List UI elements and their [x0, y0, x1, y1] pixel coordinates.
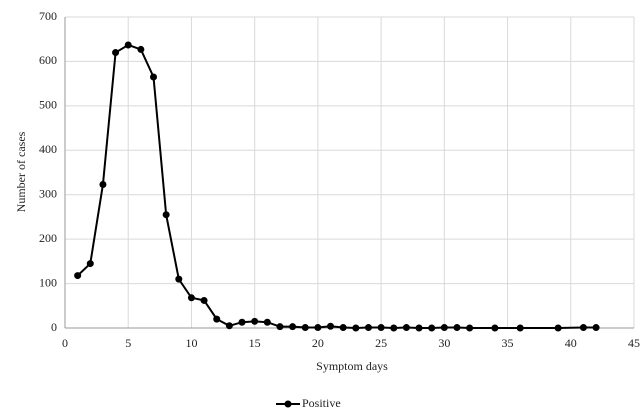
x-tick-label: 15 — [249, 336, 261, 350]
data-point — [86, 260, 94, 268]
data-point — [352, 324, 360, 332]
data-point — [453, 324, 461, 332]
x-tick-label: 45 — [628, 336, 640, 350]
data-point — [263, 318, 271, 326]
data-point — [251, 317, 259, 325]
y-axis-label: Number of cases — [14, 131, 28, 212]
data-point — [200, 296, 208, 304]
data-point — [327, 322, 335, 330]
legend-label: Positive — [302, 396, 341, 410]
data-line — [76, 43, 597, 330]
y-tick-label: 400 — [39, 142, 57, 156]
y-tick-label: 600 — [39, 53, 57, 67]
data-point — [339, 324, 347, 332]
data-point — [554, 324, 562, 332]
x-tick-label: 5 — [125, 336, 131, 350]
data-point — [150, 73, 158, 81]
x-tick-label: 10 — [185, 336, 197, 350]
data-point — [301, 324, 309, 332]
x-tick-label: 30 — [438, 336, 450, 350]
x-tick-label: 0 — [62, 336, 68, 350]
data-point — [377, 324, 385, 332]
data-point — [402, 324, 410, 332]
legend-marker — [284, 400, 292, 408]
data-point — [466, 324, 474, 332]
data-point — [213, 315, 221, 323]
data-point — [314, 324, 322, 332]
y-tick-label: 0 — [51, 320, 57, 334]
data-point — [415, 324, 423, 332]
x-axis-label: Symptom days — [316, 359, 388, 373]
data-point — [225, 322, 233, 330]
data-point — [74, 272, 82, 280]
data-point — [428, 324, 436, 332]
x-tick-label: 40 — [565, 336, 577, 350]
data-point — [390, 324, 398, 332]
y-tick-label: 500 — [39, 98, 57, 112]
y-tick-label: 300 — [39, 186, 57, 200]
data-point — [516, 324, 524, 332]
data-point — [364, 324, 372, 332]
data-point — [112, 49, 120, 57]
data-point — [238, 318, 246, 326]
data-point — [137, 45, 145, 53]
x-tick-label: 35 — [502, 336, 514, 350]
data-point — [289, 323, 297, 331]
data-point — [162, 211, 170, 219]
x-tick-label: 20 — [312, 336, 324, 350]
data-point — [175, 275, 183, 283]
data-point — [579, 324, 587, 332]
data-point — [99, 180, 107, 188]
data-point — [592, 324, 600, 332]
x-tick-label: 25 — [375, 336, 387, 350]
data-point — [124, 41, 132, 49]
data-point — [187, 294, 195, 302]
data-point — [276, 323, 284, 331]
data-point — [491, 324, 499, 332]
data-point — [440, 324, 448, 332]
y-tick-label: 100 — [39, 275, 57, 289]
y-tick-label: 200 — [39, 231, 57, 245]
y-tick-label: 700 — [39, 9, 57, 23]
